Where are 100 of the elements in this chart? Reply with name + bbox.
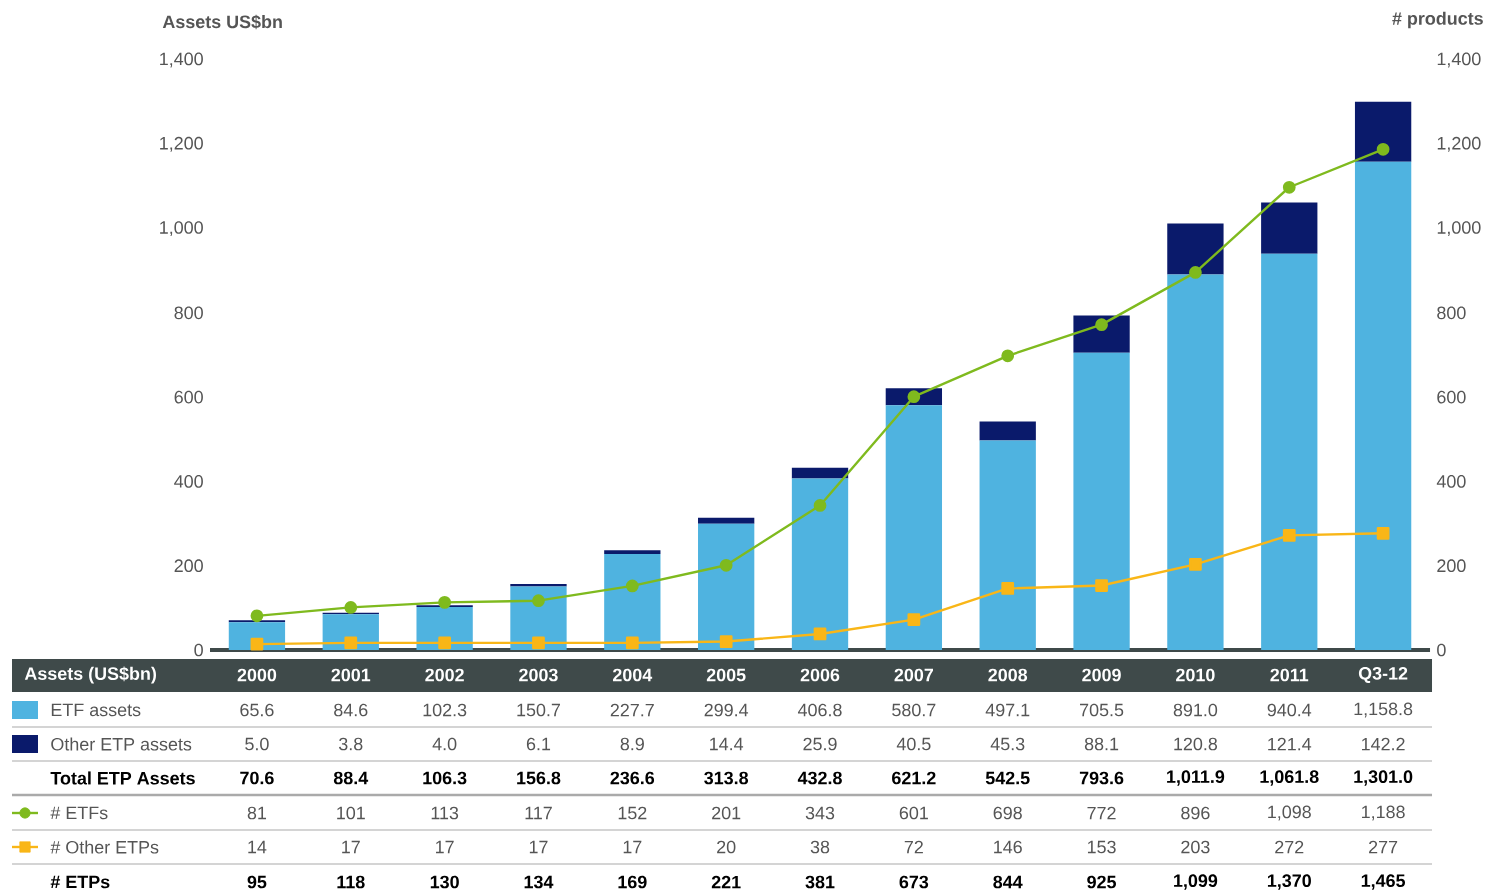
data-label: 201 (712, 806, 741, 820)
data-label: 153 (1087, 840, 1116, 854)
x-tick-label: 2000 (237, 668, 277, 682)
y-tick-label: 1,400 (160, 52, 203, 68)
data-label: 580.7 (892, 703, 936, 717)
data-label: 227.7 (610, 703, 654, 717)
data-label: 406.8 (797, 703, 842, 717)
data-label: 81 (247, 806, 267, 820)
y-tick-label: 800 (174, 306, 203, 320)
x-tick-label: 2009 (1082, 668, 1121, 682)
data-label: 1,098 (1268, 805, 1311, 821)
x-tick-label: Q3-12 (1358, 667, 1408, 684)
y-tick-label: 600 (174, 390, 203, 404)
data-label: 17 (529, 841, 548, 854)
data-label: 940.4 (1267, 703, 1312, 717)
x-tick-label: 2001 (331, 668, 371, 682)
x-tick-label: 2003 (519, 668, 558, 682)
text: 1,465 (1361, 874, 1406, 890)
data-label: 101 (337, 806, 365, 820)
text: 844 (993, 875, 1023, 889)
y-tick-label: 1,200 (160, 137, 203, 152)
data-label: 72 (904, 840, 923, 854)
data-label: 17 (436, 841, 454, 854)
y2-tick-label: 400 (1436, 475, 1466, 488)
text: 925 (1087, 875, 1116, 889)
x-tick-label: 2008 (988, 668, 1028, 682)
text: 130 (430, 875, 459, 889)
legend-label: # Other ETPs (50, 840, 159, 854)
data-label: 705.5 (1080, 703, 1124, 717)
data-label: 299.4 (704, 703, 749, 717)
data-label: 4.0 (432, 737, 457, 751)
data-label: 601 (899, 806, 928, 820)
text: 169 (618, 875, 647, 889)
legend-label: Other ETP assets (51, 737, 192, 751)
text: 118 (337, 875, 365, 889)
y-tick-label: 400 (174, 475, 203, 488)
y2-tick-label: 800 (1437, 306, 1466, 320)
text: 621.2 (892, 771, 936, 785)
y-axis-title: Assets US$bn (162, 14, 282, 30)
text: 221 (711, 875, 741, 889)
data-label: 88.1 (1084, 737, 1119, 751)
text: 1,370 (1267, 874, 1311, 890)
text: 542.5 (985, 771, 1030, 785)
text: 1,099 (1174, 874, 1218, 890)
data-label: 102.3 (423, 703, 467, 717)
y2-tick-label: 1,400 (1437, 52, 1481, 68)
data-label: 150.7 (517, 703, 560, 717)
x-tick-label: 2006 (800, 668, 840, 682)
data-label: 1,158.8 (1354, 702, 1413, 718)
y-tick-label: 1,000 (160, 221, 203, 237)
text: 1,301.0 (1354, 770, 1413, 786)
data-label: 698 (993, 806, 1022, 820)
text: 134 (524, 875, 554, 889)
text: 1,061.8 (1260, 770, 1319, 786)
text: 106.3 (423, 771, 467, 785)
y-tick-label: 200 (174, 559, 203, 573)
y2-tick-label: 1,200 (1437, 137, 1481, 152)
y2-tick-label: 200 (1437, 559, 1466, 573)
data-label: 497.1 (985, 703, 1030, 717)
text: 156.8 (517, 771, 561, 785)
data-label: 142.2 (1362, 737, 1405, 751)
data-label: 5.0 (245, 737, 269, 751)
text: 70.6 (240, 771, 274, 785)
data-label: 8.9 (620, 737, 644, 751)
data-label: 121.4 (1268, 737, 1312, 751)
data-label: 20 (717, 840, 736, 854)
x-tick-label: 2010 (1176, 668, 1215, 682)
data-label: 17 (623, 841, 642, 854)
text: Assets (US$bn) (24, 666, 157, 684)
data-label: 146 (994, 840, 1022, 854)
y2-tick-label: 1,000 (1437, 221, 1481, 237)
data-label: 203 (1181, 840, 1210, 854)
data-label: 152 (618, 806, 647, 820)
data-label: 14 (248, 841, 267, 854)
x-tick-label: 2002 (425, 668, 464, 682)
data-label: 25.9 (803, 737, 837, 751)
text: 793.6 (1079, 771, 1124, 785)
data-label: 117 (525, 807, 552, 820)
data-label: 343 (805, 806, 835, 820)
data-label: 896 (1181, 806, 1210, 820)
data-label: 113 (431, 806, 459, 820)
text: Total ETP Assets (50, 771, 195, 785)
x-tick-label: 2011 (1270, 668, 1309, 682)
legend-label: # ETFs (50, 806, 108, 820)
x-tick-label: 2005 (706, 668, 746, 682)
x-tick-label: 2004 (612, 668, 653, 682)
data-label: 38 (810, 840, 830, 854)
data-label: 17 (342, 841, 360, 854)
text: 381 (805, 875, 835, 889)
text: 236.6 (610, 771, 655, 785)
data-label: 65.6 (240, 703, 274, 717)
data-label: 277 (1369, 840, 1398, 854)
text: 88.4 (333, 771, 369, 785)
x-tick-label: 2007 (894, 668, 933, 682)
text: 673 (899, 875, 929, 889)
y2-tick-label: 0 (1437, 643, 1446, 657)
y2-axis-title: # products (1392, 11, 1483, 29)
data-label: 45.3 (990, 737, 1025, 751)
text: 432.8 (797, 771, 842, 785)
text: # ETPs (50, 875, 110, 889)
